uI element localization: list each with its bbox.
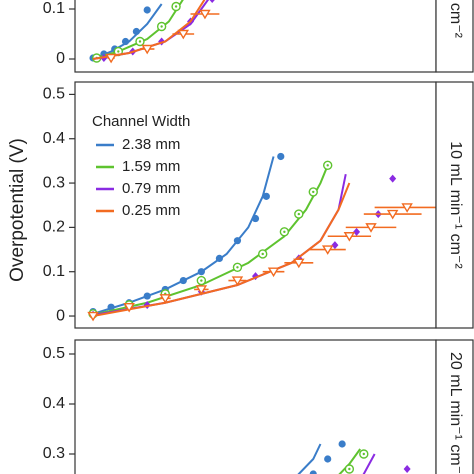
- point: [197, 268, 205, 276]
- strip: [435, 81, 474, 329]
- point: [343, 232, 356, 242]
- y-tick-label: 0.3: [43, 174, 65, 191]
- point: [262, 192, 270, 200]
- point: [324, 455, 332, 463]
- point-dot: [261, 252, 264, 256]
- strip-group: 10 mL min⁻¹ cm⁻²: [447, 141, 464, 269]
- point: [277, 152, 285, 161]
- point: [389, 174, 397, 183]
- point: [209, 0, 215, 3]
- point: [401, 203, 413, 213]
- point: [107, 303, 115, 311]
- point: [365, 223, 377, 233]
- point: [215, 254, 223, 263]
- y-axis-label: Overpotential (V): [7, 138, 28, 282]
- strip-label: 10 mL min⁻¹ cm⁻²: [447, 141, 464, 269]
- plot-area: [87, 152, 436, 322]
- point-dot: [326, 164, 329, 167]
- point-dot: [117, 50, 120, 53]
- point-dot: [312, 190, 315, 194]
- fit-line: [297, 443, 322, 474]
- panel-frame: [74, 0, 437, 73]
- point-dot: [362, 452, 365, 456]
- y-tick-label: 0.5: [43, 345, 65, 362]
- point: [143, 292, 151, 300]
- point-dot: [200, 279, 203, 282]
- point-dot: [297, 212, 301, 216]
- legend-label: 2.38 mm: [122, 136, 180, 153]
- point: [293, 258, 305, 269]
- y-tick-label: 0.2: [43, 219, 65, 236]
- y-tick-label: 0: [56, 50, 65, 67]
- y-tick-label: 0.1: [43, 0, 65, 17]
- y-tick-label: 0.5: [43, 86, 65, 103]
- point: [309, 470, 317, 474]
- point: [403, 465, 411, 473]
- strip-group: 20 mL min⁻¹ cm⁻²: [447, 352, 464, 474]
- point: [231, 276, 244, 286]
- point: [199, 9, 211, 20]
- y-tick-label: 0.1: [43, 263, 65, 280]
- legend-label: 0.79 mm: [122, 180, 180, 197]
- point: [321, 245, 334, 255]
- point-dot: [348, 467, 351, 471]
- point: [338, 440, 346, 448]
- legend-label: 0.25 mm: [122, 202, 180, 219]
- plot-area: [297, 440, 411, 474]
- legend-label: 1.59 mm: [122, 158, 180, 175]
- point-dot: [174, 5, 178, 8]
- y-tick-label: 0: [56, 307, 65, 324]
- strip-label: cm⁻²: [447, 3, 464, 39]
- strip: [435, 339, 474, 474]
- fit-line: [92, 0, 210, 60]
- point-dot: [160, 25, 163, 28]
- point: [143, 6, 151, 14]
- point: [251, 214, 260, 223]
- point: [105, 53, 117, 64]
- point: [141, 44, 153, 55]
- point-dot: [283, 230, 286, 234]
- point: [177, 29, 190, 40]
- point: [195, 285, 208, 295]
- point: [386, 209, 399, 220]
- strip-group: cm⁻²: [447, 3, 464, 39]
- point: [233, 237, 242, 245]
- legend-title: Channel Width: [92, 113, 190, 130]
- point: [123, 302, 135, 313]
- y-tick-label: 0.4: [43, 130, 65, 147]
- y-tick-label: 0.4: [43, 395, 65, 412]
- point: [179, 276, 187, 285]
- fit-line: [92, 164, 329, 316]
- point: [267, 267, 280, 278]
- point: [87, 311, 99, 322]
- plot-area: [89, 0, 220, 64]
- point: [121, 37, 130, 46]
- fit-line: [338, 448, 362, 474]
- point: [353, 227, 361, 236]
- fit-line: [92, 156, 275, 315]
- point-dot: [236, 266, 239, 269]
- point: [331, 241, 339, 250]
- point: [159, 294, 171, 304]
- y-tick-label: 0.3: [43, 445, 65, 462]
- panel-frame: [74, 339, 437, 474]
- strip-label: 20 mL min⁻¹ cm⁻²: [447, 352, 464, 474]
- point-dot: [138, 40, 142, 43]
- point: [132, 27, 140, 36]
- strip: [435, 0, 474, 73]
- fit-line: [362, 453, 376, 474]
